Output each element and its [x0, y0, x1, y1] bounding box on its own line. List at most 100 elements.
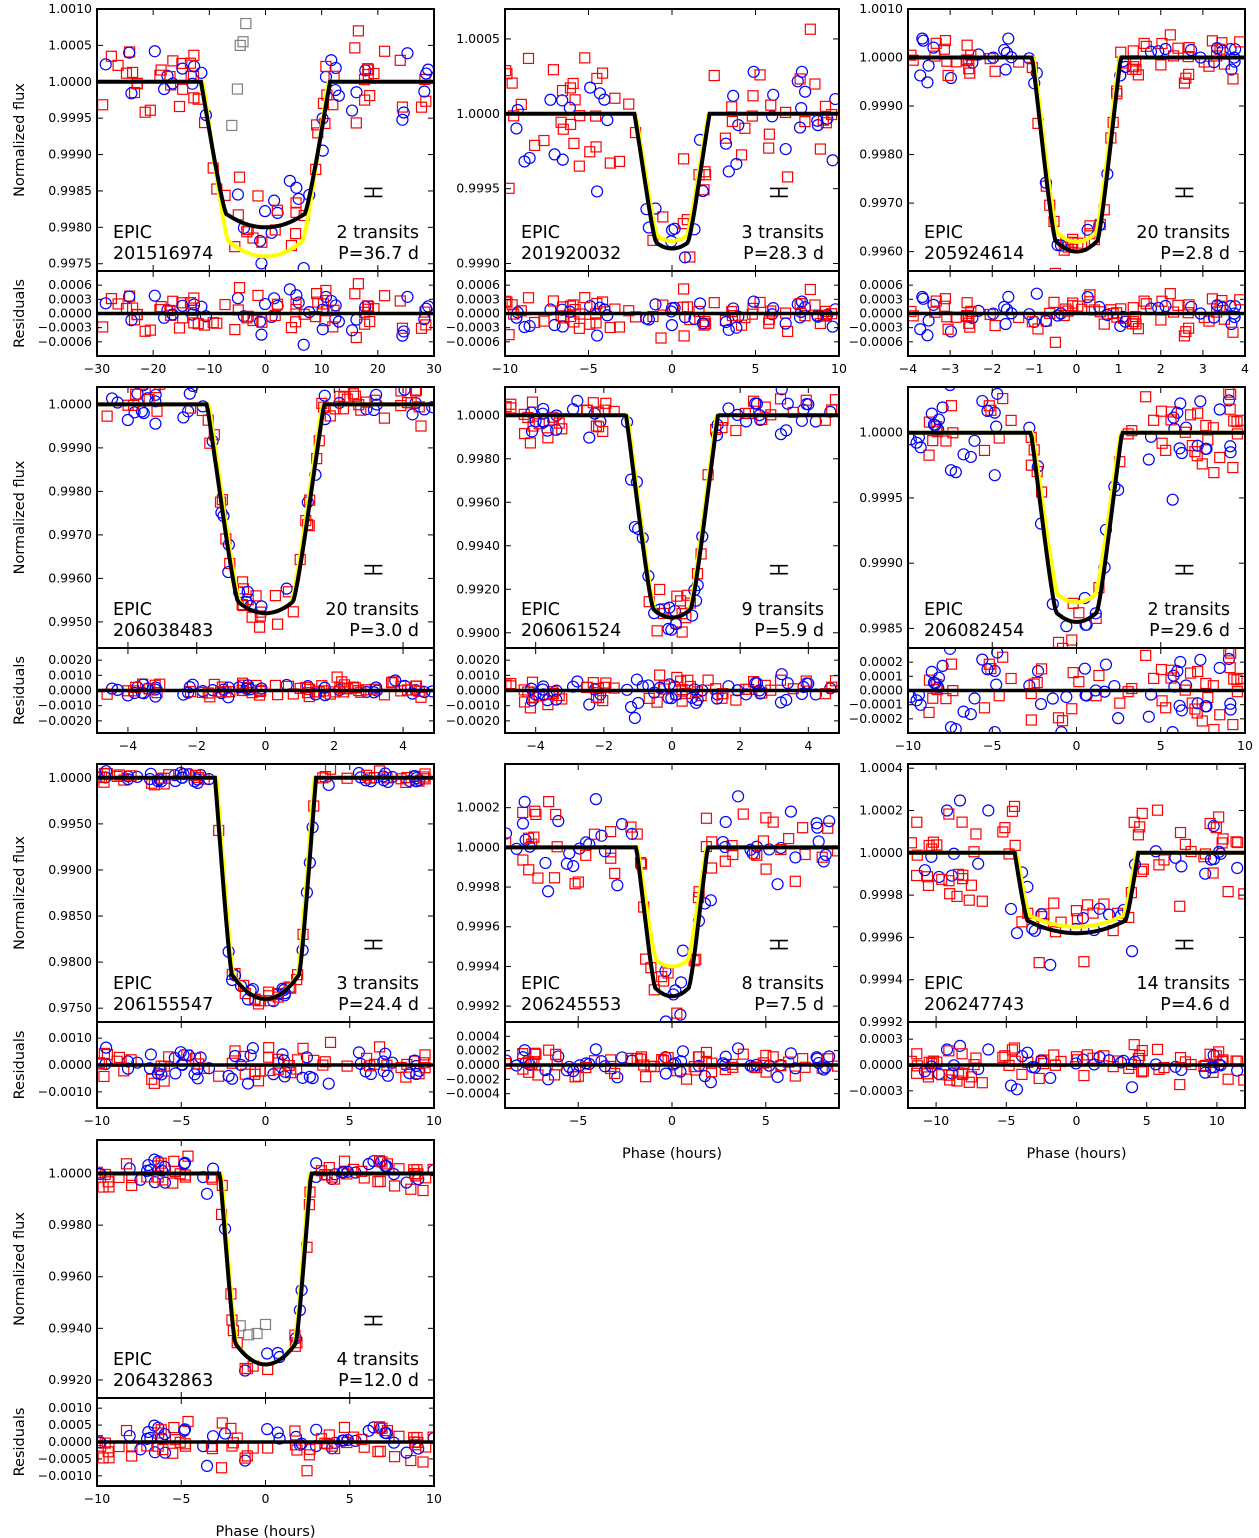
data-point-square: [747, 395, 760, 407]
transit-count: 20 transits: [1136, 223, 1230, 243]
data-point-square: [676, 626, 688, 638]
residual-point-square: [698, 319, 710, 331]
data-point-square: [1078, 956, 1090, 968]
data-point-square: [829, 394, 839, 406]
residual-point-circle: [1199, 1066, 1212, 1079]
data-point-circle: [999, 63, 1012, 76]
residual-point-circle: [1051, 309, 1064, 322]
data-point-square: [763, 128, 775, 140]
residual-point-square: [213, 1070, 225, 1082]
data-point-circle: [972, 48, 985, 61]
residual-point-circle: [142, 1425, 155, 1439]
residual-point-square: [1213, 1046, 1225, 1058]
residual-point-square: [97, 1057, 105, 1069]
residual-point-square: [157, 1443, 169, 1456]
residual-point-circle: [1044, 1071, 1057, 1085]
residual-point-circle: [199, 310, 213, 323]
residual-point-circle: [241, 1077, 255, 1090]
residual-point-square: [1183, 299, 1195, 311]
data-point-circle: [377, 774, 390, 787]
x-tick-label: −10: [84, 1113, 110, 1128]
residual-point-circle: [659, 1067, 672, 1080]
residual-point-square: [613, 321, 626, 333]
data-point-square: [415, 101, 428, 113]
residual-point-circle: [704, 1076, 717, 1089]
residual-point-square: [173, 322, 186, 334]
residual-point-circle: [233, 681, 246, 694]
transit-count: 4 transits: [336, 1350, 419, 1370]
data-point-circle: [1185, 43, 1198, 57]
x-tick-label: 5: [752, 361, 760, 376]
y-tick-label: 0.9960: [48, 1269, 92, 1284]
residual-point-circle: [148, 1446, 162, 1459]
residual-point-circle: [968, 692, 981, 705]
data-point-square: [524, 437, 537, 449]
residual-point-square: [593, 692, 605, 704]
data-point-square: [730, 424, 742, 437]
x-tick-label: −2: [983, 361, 1001, 376]
data-points: [97, 1150, 434, 1377]
data-point-circle: [350, 86, 363, 99]
data-point-circle: [731, 790, 745, 803]
residual-point-square: [311, 288, 323, 300]
epic-id: 206432863: [113, 1371, 213, 1391]
residual-point-square: [1130, 310, 1142, 323]
residual-point-square: [290, 298, 302, 310]
residual-point-circle: [123, 290, 136, 303]
data-point-square: [338, 387, 351, 393]
data-point-square: [1174, 900, 1186, 912]
residual-point-square: [1216, 294, 1228, 307]
residual-point-circle: [998, 300, 1011, 313]
residual-point-square: [908, 305, 917, 318]
data-point-square: [1151, 804, 1164, 816]
data-point-circle: [1056, 664, 1067, 675]
period-label: P=24.4 d: [338, 995, 419, 1015]
residual-point-circle: [362, 1424, 375, 1437]
data-point-square: [1225, 388, 1237, 401]
data-point-square: [1165, 406, 1177, 418]
data-point-square: [283, 981, 295, 993]
model-curve-alt: [97, 775, 434, 1002]
data-point-square: [579, 52, 591, 64]
data-point-square: [1084, 220, 1096, 232]
ylabel-residuals: Residuals: [12, 656, 28, 725]
residual-point-square: [708, 297, 720, 309]
data-point-square: [530, 808, 542, 821]
data-point-square: [253, 621, 266, 633]
data-point-square: [1005, 414, 1017, 426]
data-point-square: [625, 821, 637, 833]
residual-point-circle: [615, 1051, 629, 1064]
residual-point-square: [702, 674, 714, 686]
y-tick-label: 0.9900: [48, 862, 92, 877]
epic-id: 206038483: [113, 621, 213, 641]
residual-point-square: [192, 318, 204, 330]
transit-count: 14 transits: [1136, 974, 1230, 994]
residual-tick-label: 0.0010: [48, 1030, 92, 1045]
x-tick-label: −10: [196, 361, 222, 376]
residual-point-square: [247, 314, 259, 327]
residual-point-circle: [178, 1424, 191, 1437]
data-point-square: [139, 106, 151, 118]
data-point-square: [814, 143, 826, 155]
data-point-circle: [1222, 394, 1236, 407]
data-point-square: [963, 63, 975, 75]
data-point-square: [332, 357, 342, 367]
data-point-square: [349, 390, 361, 402]
data-point-square: [613, 155, 626, 168]
data-point-circle: [556, 153, 569, 166]
residual-point-square: [168, 1421, 180, 1434]
data-point-circle: [944, 464, 958, 477]
data-point-square: [588, 828, 601, 840]
residual-point-square: [923, 706, 935, 719]
data-point-circle: [767, 88, 780, 101]
model-curve-alt: [505, 845, 839, 969]
data-point-square: [395, 387, 407, 397]
residual-point-square: [804, 283, 816, 296]
data-point-circle: [601, 113, 614, 127]
residual-point-square: [419, 1049, 431, 1061]
residual-point-circle: [225, 1072, 239, 1085]
data-point-square: [152, 1160, 165, 1172]
data-point-circle: [615, 817, 629, 831]
residual-point-circle: [944, 325, 958, 338]
residual-point-circle: [624, 700, 638, 714]
